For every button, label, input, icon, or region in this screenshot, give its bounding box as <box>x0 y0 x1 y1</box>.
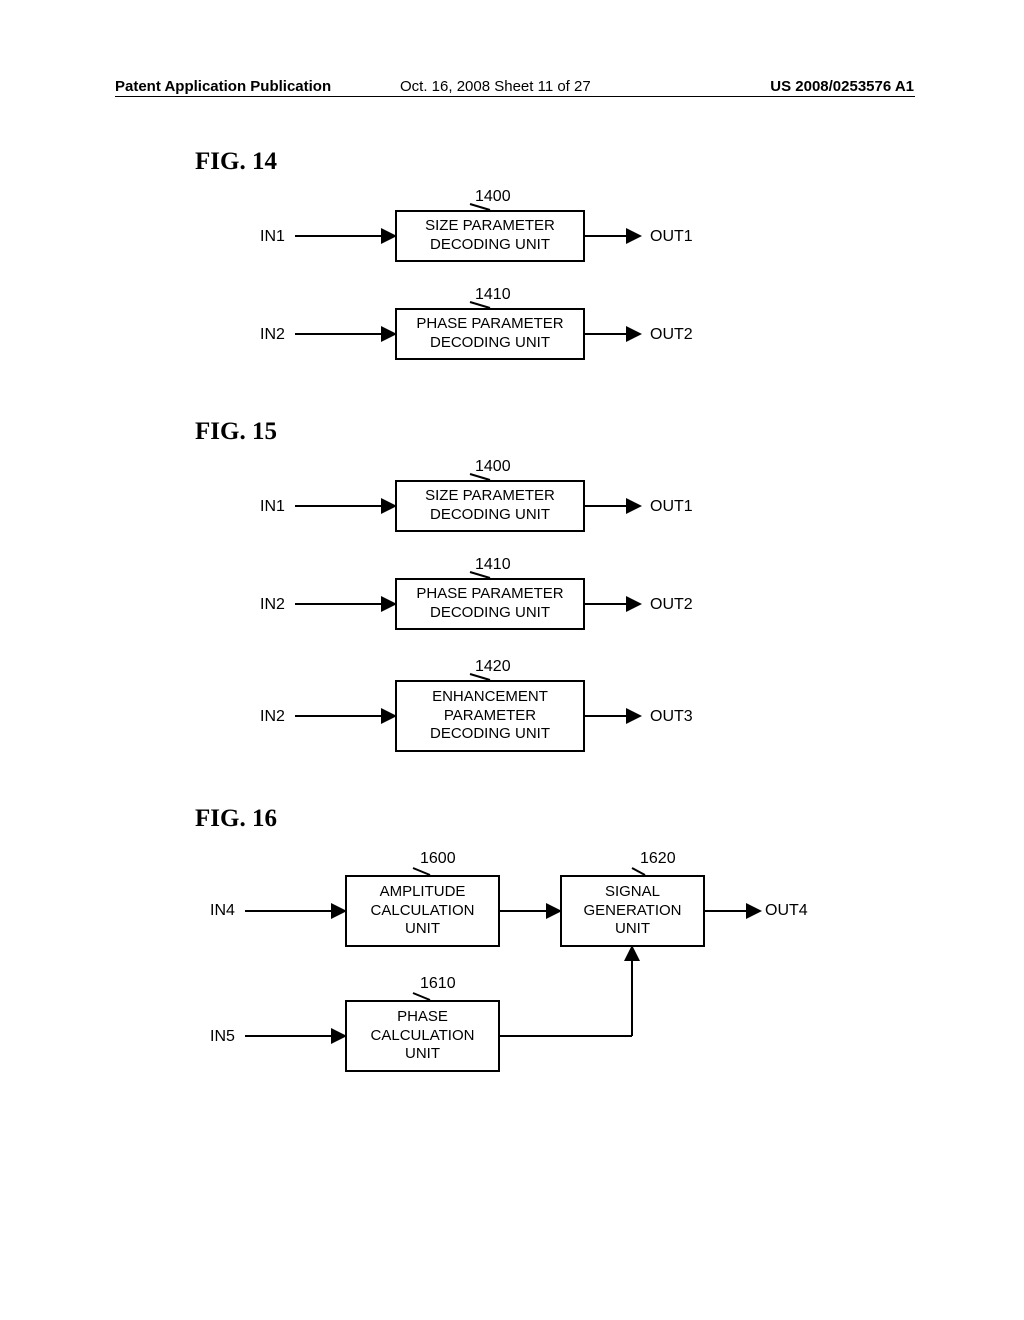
in-label-b1410a: IN2 <box>260 326 285 344</box>
block-b1620: SIGNALGENERATIONUNIT <box>560 875 705 947</box>
fig15-title: FIG. 15 <box>195 418 277 446</box>
ref-b1400b: 1400 <box>475 458 511 476</box>
wires-layer <box>0 0 1024 1320</box>
out-label-b1410b: OUT2 <box>650 596 693 614</box>
in-label-b1610: IN5 <box>210 1028 235 1046</box>
block-b1400b: SIZE PARAMETERDECODING UNIT <box>395 480 585 532</box>
out-label-b1420: OUT3 <box>650 708 693 726</box>
ref-b1420: 1420 <box>475 658 511 676</box>
in-label-b1600: IN4 <box>210 902 235 920</box>
out-label-b1400b: OUT1 <box>650 498 693 516</box>
ref-b1620: 1620 <box>640 850 676 868</box>
ref-b1410b: 1410 <box>475 556 511 574</box>
ref-b1410a: 1410 <box>475 286 511 304</box>
ref-b1610: 1610 <box>420 975 456 993</box>
ref-b1600: 1600 <box>420 850 456 868</box>
in-label-b1410b: IN2 <box>260 596 285 614</box>
out-label-b1400a: OUT1 <box>650 228 693 246</box>
in-label-b1400a: IN1 <box>260 228 285 246</box>
fig16-title: FIG. 16 <box>195 805 277 833</box>
in-label-b1400b: IN1 <box>260 498 285 516</box>
block-b1420: ENHANCEMENTPARAMETERDECODING UNIT <box>395 680 585 752</box>
out-label-b1410a: OUT2 <box>650 326 693 344</box>
page: Patent Application Publication Oct. 16, … <box>0 0 1024 1320</box>
block-b1410a: PHASE PARAMETERDECODING UNIT <box>395 308 585 360</box>
ref-b1400a: 1400 <box>475 188 511 206</box>
block-b1610: PHASECALCULATIONUNIT <box>345 1000 500 1072</box>
in-label-b1420: IN2 <box>260 708 285 726</box>
block-b1600: AMPLITUDECALCULATIONUNIT <box>345 875 500 947</box>
block-b1410b: PHASE PARAMETERDECODING UNIT <box>395 578 585 630</box>
fig14-title: FIG. 14 <box>195 148 277 176</box>
out-label-b1620: OUT4 <box>765 902 808 920</box>
block-b1400a: SIZE PARAMETERDECODING UNIT <box>395 210 585 262</box>
